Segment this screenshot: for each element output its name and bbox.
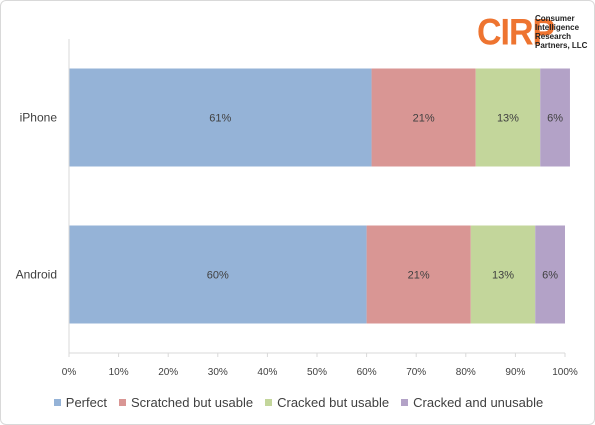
- x-tick-label: 30%: [208, 367, 228, 378]
- bar-segment: [540, 68, 570, 167]
- logo-line: Consumer: [535, 14, 575, 23]
- x-tick-label: 100%: [552, 367, 578, 378]
- bar-segment: [69, 225, 367, 324]
- x-tick-label: 60%: [357, 367, 377, 378]
- bar-segment: [69, 68, 372, 167]
- legend-label: Perfect: [65, 394, 107, 410]
- logo-mark: CIRP: [477, 11, 555, 53]
- data-label: 6%: [542, 270, 558, 282]
- bar-segment: [475, 68, 541, 167]
- legend-item-cracked-usable: Cracked but usable: [265, 395, 389, 410]
- data-label: 13%: [492, 270, 514, 282]
- bar-segment: [371, 68, 476, 167]
- cirp-logo: CIRP Consumer Intelligence Research Part…: [477, 11, 593, 53]
- data-label: 6%: [547, 113, 563, 125]
- data-label: 60%: [207, 270, 229, 282]
- bar-segment: [366, 225, 471, 324]
- x-tick-label: 40%: [257, 367, 277, 378]
- legend-label: Cracked and unusable: [413, 394, 544, 410]
- x-tick-label: 90%: [505, 367, 525, 378]
- legend-swatch: [118, 398, 126, 406]
- logo-line: Partners, LLC: [535, 41, 588, 50]
- legend-label: Scratched but usable: [130, 394, 254, 410]
- x-tick-label: 20%: [158, 367, 178, 378]
- x-tick-label: 0%: [62, 367, 77, 378]
- x-tick-label: 70%: [406, 367, 426, 378]
- x-tick-label: 50%: [307, 367, 327, 378]
- logo-company-name: Consumer Intelligence Research Partners,…: [535, 14, 594, 50]
- data-label: 21%: [413, 113, 435, 125]
- legend-label: Cracked but usable: [277, 394, 390, 410]
- legend-swatch: [401, 398, 409, 406]
- category-label: iPhone: [20, 111, 58, 125]
- logo-line: Research: [535, 32, 572, 41]
- logo-line: Intelligence: [535, 23, 580, 32]
- bar-segment: [470, 225, 536, 324]
- legend-item-perfect: Perfect: [53, 394, 107, 410]
- chart-legend: Perfect Scratched but usable Cracked but…: [1, 393, 594, 411]
- legend-item-scratched: Scratched but usable: [118, 394, 254, 410]
- legend-swatch: [53, 398, 61, 406]
- legend-item-cracked-unusable: Cracked and unusable: [401, 395, 543, 410]
- data-label: 13%: [497, 113, 519, 125]
- data-label: 61%: [209, 113, 231, 125]
- x-tick-label: 80%: [456, 367, 476, 378]
- data-label: 21%: [408, 270, 430, 282]
- category-label: Android: [16, 268, 57, 282]
- bar-segment: [535, 225, 565, 324]
- legend-swatch: [265, 398, 273, 406]
- x-tick-label: 10%: [109, 367, 129, 378]
